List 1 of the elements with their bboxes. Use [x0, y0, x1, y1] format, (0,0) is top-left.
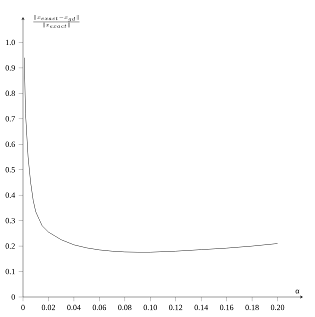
y-axis-title: $\frac{\|x_{exact}-x_{gd}\|}{\|x_{exact}\|}$: [33, 14, 80, 28]
